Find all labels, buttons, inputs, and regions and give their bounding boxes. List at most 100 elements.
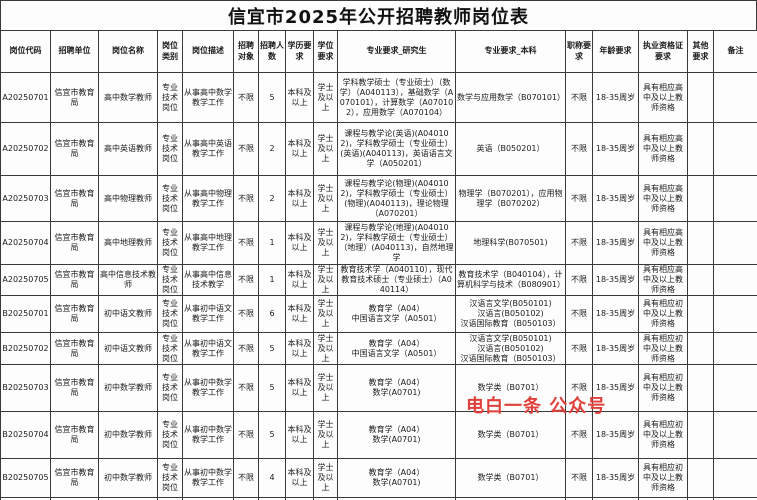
table-row: B20250702 信宜市教育局 初中语文教师 专业技术岗位 从事初中语文教学工作 不限 5… [0,332,757,365]
table-cell: 18-35周岁 [592,264,639,296]
table-cell [713,295,757,333]
table-cell: 教育技术学（B040104），计算机科学与技术（B080901） [455,264,566,296]
table-cell: 18-35周岁 [592,364,639,412]
page-title: 信宜市2025年公开招聘教师岗位表 [0,0,757,30]
table-cell: 物理学（B070201），应用物理学（B070202） [455,175,566,222]
table-cell: 不限 [233,175,259,222]
table-cell: 从事高中数学教学工作 [182,72,234,123]
column-header: 岗位代码 [0,30,51,73]
table-cell: 专业技术岗位 [157,221,183,265]
table-cell: 教育学（A04） 数学(A0701) [337,364,456,412]
table-cell: 具有相应初中及以上教师资格 [638,411,688,459]
table-cell: B20250703 [0,364,51,412]
table-cell [713,458,757,498]
table-cell: 不限 [565,72,593,123]
table-cell: 从事初中数学教学工作 [182,364,234,412]
table-cell [687,122,714,176]
table-cell: 5 [258,411,286,459]
table-cell: 信宜市教育局 [50,264,99,296]
table-row: B20250703 信宜市教育局 初中数学教师 专业技术岗位 从事初中数学教学工作 不限 5… [0,364,757,412]
table-cell: 学科教学硕士（专业硕士）（数学）（A040113），基础数学（A070101），… [337,72,456,123]
table-cell: 专业技术岗位 [157,332,183,365]
table-cell: 本科及以上 [285,122,314,176]
table-cell: 学士及以上 [313,221,338,265]
table-cell: 学士及以上 [313,72,338,123]
table-cell: 信宜市教育局 [50,72,99,123]
table-cell [687,364,714,412]
table-cell: 18-35周岁 [592,122,639,176]
table-cell: 信宜市教育局 [50,221,99,265]
column-header: 专业要求_本科 [455,30,566,73]
table-cell: 教育学（A04） 中国语言文学（A0501） [337,332,456,365]
table-cell: 不限 [565,364,593,412]
table-cell: A20250704 [0,221,51,265]
table-cell: 初中语文教师 [98,295,158,333]
table-cell: 数学与应用数学（B070101） [455,72,566,123]
table-cell: 教育学（A04） 中国语言文学（A0501） [337,295,456,333]
table-cell: 本科及以上 [285,364,314,412]
table-row: B20250704 信宜市教育局 初中数学教师 专业技术岗位 从事初中数学教学工作 不限 5… [0,411,757,459]
table-cell: 本科及以上 [285,332,314,365]
table-cell: 5 [258,72,286,123]
table-cell [713,411,757,459]
table-cell: 数学类（B0701） [455,411,566,459]
table-cell: 18-35周岁 [592,72,639,123]
table-cell: 不限 [565,122,593,176]
table-cell: 初中数学教师 [98,458,158,498]
table-cell: 具有相应高中及以上教师资格 [638,175,688,222]
column-header: 备注 [713,30,757,73]
column-header: 岗位描述 [182,30,234,73]
table-cell: 不限 [233,72,259,123]
table-cell: 不限 [565,458,593,498]
table-cell: 课程与教学论(英语)(A040102)，学科教学硕士（专业硕士）(英语)(A04… [337,122,456,176]
table-cell: 本科及以上 [285,72,314,123]
table-row: A20250704 信宜市教育局 高中地理教师 专业技术岗位 从事高中地理教学工作 不限 1… [0,221,757,265]
table-cell: 学士及以上 [313,264,338,296]
table-cell [687,264,714,296]
table-cell: 专业技术岗位 [157,264,183,296]
table-cell: 不限 [565,221,593,265]
table-cell: 专业技术岗位 [157,364,183,412]
table-cell [713,122,757,176]
table-cell: 具有相应初中及以上教师资格 [638,458,688,498]
table-cell: 不限 [233,332,259,365]
table-cell [687,295,714,333]
column-header: 其他要求 [687,30,714,73]
table-cell: 5 [258,364,286,412]
column-header: 年龄要求 [592,30,639,73]
table-cell: 从事初中语文教学工作 [182,295,234,333]
table-cell: 不限 [233,264,259,296]
table-cell: 具有相应高中及以上教师资格 [638,264,688,296]
table-cell: 18-35周岁 [592,411,639,459]
table-cell: 不限 [565,295,593,333]
table-cell: 学士及以上 [313,175,338,222]
table-cell: 从事高中英语教学工作 [182,122,234,176]
table-cell: 专业技术岗位 [157,175,183,222]
table-cell: 具有相应初中及以上教师资格 [638,332,688,365]
table-cell: 高中信息技术教师 [98,264,158,296]
table-cell: 本科及以上 [285,458,314,498]
column-header: 学位要求 [313,30,338,73]
table-cell [687,175,714,222]
table-cell: 汉语言文学(B050101) 汉语言(B050102) 汉语国际教育（B0501… [455,332,566,365]
table-cell: 本科及以上 [285,295,314,333]
table-row: B20250705 信宜市教育局 初中数学教师 专业技术岗位 从事初中数学教学工作 不限 4… [0,458,757,498]
table-cell: 不限 [565,264,593,296]
table-cell: 专业技术岗位 [157,295,183,333]
table-cell: 信宜市教育局 [50,364,99,412]
column-header: 专业要求_研究生 [337,30,456,73]
table-cell: 不限 [233,122,259,176]
table-cell: 具有相应高中及以上教师资格 [638,72,688,123]
table-cell: 18-35周岁 [592,332,639,365]
column-header: 招聘单位 [50,30,99,73]
table-cell: 学士及以上 [313,332,338,365]
table-cell: 专业技术岗位 [157,411,183,459]
table-row: A20250703 信宜市教育局 高中物理教师 专业技术岗位 从事高中物理教学工作 不限 2… [0,175,757,222]
table-cell: 本科及以上 [285,411,314,459]
table-cell: 本科及以上 [285,175,314,222]
table-cell: 2 [258,175,286,222]
job-table: 岗位代码 招聘单位 岗位名称 岗位类别 岗位描述 招聘对象 招聘人数 学历要求 学位要求 专业要求… [0,30,757,500]
table-cell: 不限 [565,411,593,459]
table-cell: 18-35周岁 [592,221,639,265]
